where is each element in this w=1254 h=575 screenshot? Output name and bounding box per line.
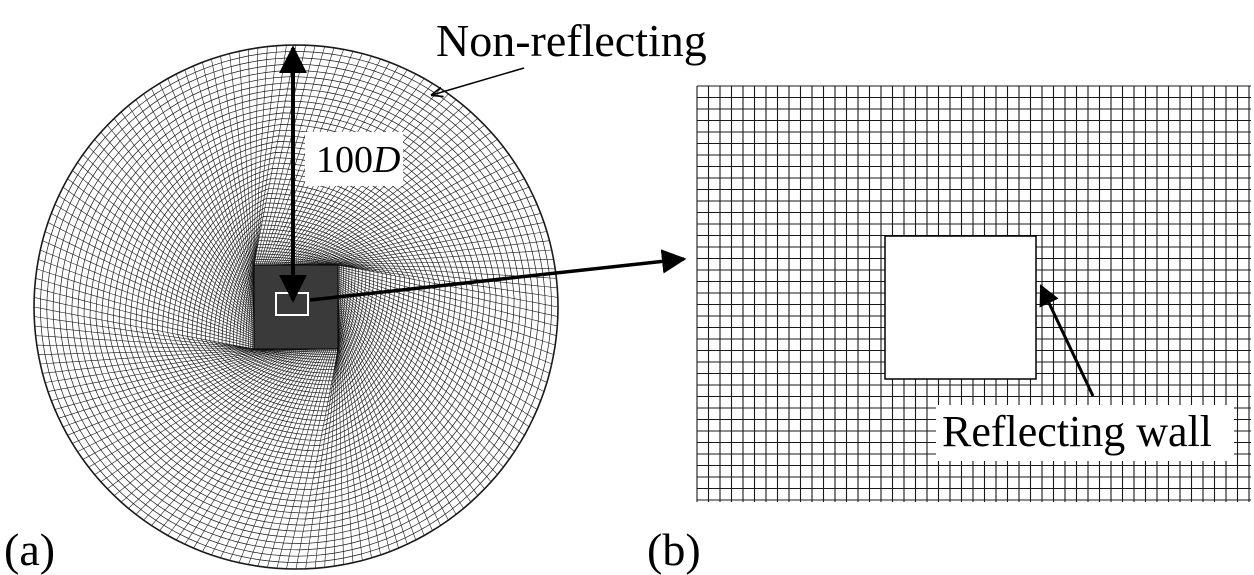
reflecting-wall-pointer: [1039, 284, 1095, 397]
reflecting-wall-label: Reflecting wall: [942, 407, 1212, 456]
inner-square-block: [253, 264, 339, 350]
distance-label-bg: [305, 132, 403, 186]
panel-label-a: (a): [4, 524, 55, 575]
reflecting-wall-square: [884, 235, 1037, 380]
zoom-arrow: [309, 249, 687, 302]
reflecting-wall-label-bg: [936, 405, 1234, 461]
distance-label: 100D: [316, 139, 400, 181]
non-reflecting-pointer: [432, 67, 525, 95]
cartesian-mesh: [696, 85, 1251, 502]
non-reflecting-label: Non-reflecting: [436, 15, 707, 66]
circular-mesh: [33, 44, 559, 570]
panel-label-b: (b): [647, 524, 701, 575]
